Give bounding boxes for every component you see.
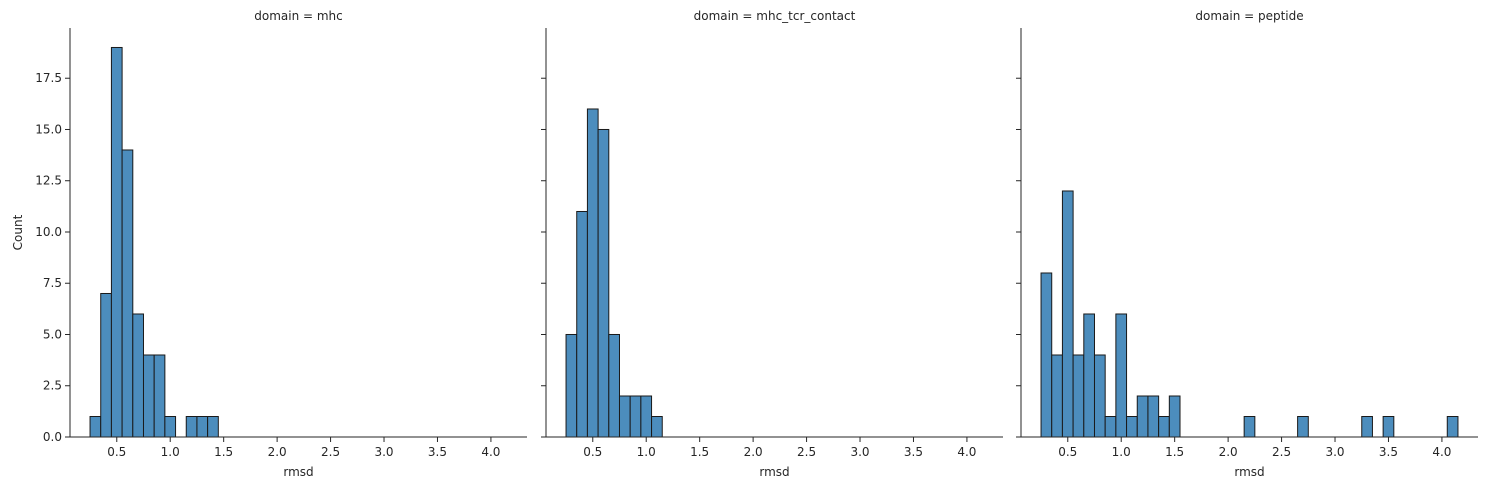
histogram-bar (110, 46, 123, 438)
histogram-bar (1158, 416, 1170, 438)
histogram-bar (121, 149, 134, 438)
histogram-bar (586, 108, 599, 438)
histogram-bar (153, 354, 166, 438)
histogram-bar (1115, 313, 1128, 438)
facet-panel-1: 0.5 1.0 1.5 2.0 2.5 3.0 3.5 4.0 0.0 2.5 5.0 7.5 10.0… (35, 9, 527, 479)
histogram-bar (608, 333, 620, 438)
x-tick-label: 3.5 (428, 445, 447, 459)
histogram-bar (1093, 354, 1106, 438)
histogram-bar (565, 333, 578, 438)
x-axis-label: rmsd (283, 465, 313, 479)
histogram-bar (629, 395, 642, 438)
histogram-bar (651, 416, 663, 438)
histogram-bar (185, 416, 198, 438)
x-tick-label: 3.0 (850, 445, 869, 459)
x-tick-label: 4.0 (957, 445, 976, 459)
x-tick-label: 2.0 (1219, 445, 1238, 459)
histogram-bar (1061, 190, 1074, 438)
histogram-bar (1361, 416, 1373, 438)
histogram-bar (100, 292, 112, 438)
histogram-bar (1147, 395, 1160, 438)
x-tick-label: 1.5 (214, 445, 233, 459)
histogram-bar (576, 210, 588, 438)
x-axis-label: rmsd (1234, 465, 1264, 479)
histogram-bar (1243, 416, 1256, 438)
y-tick-label: 7.5 (43, 276, 62, 290)
histogram-bar (1083, 313, 1095, 438)
facet-title: domain = mhc_tcr_contact (694, 9, 856, 23)
facet-title: domain = mhc (254, 9, 343, 23)
x-tick-label: 3.0 (1325, 445, 1344, 459)
histogram-bar (1297, 416, 1309, 438)
x-tick-label: 4.0 (481, 445, 500, 459)
histogram-bar (640, 395, 653, 438)
x-tick-label: 2.0 (744, 445, 763, 459)
x-tick-label: 2.5 (321, 445, 340, 459)
facet-panel-2: 0.5 1.0 1.5 2.0 2.5 3.0 3.5 4.0 domain = mhc_tcr… (541, 9, 1003, 479)
x-tick-label: 2.0 (268, 445, 287, 459)
histogram-bar (196, 416, 209, 438)
facet-panel-3: 0.5 1.0 1.5 2.0 2.5 3.0 3.5 4.0 domain = peptide… (1016, 9, 1478, 479)
x-tick-label: 3.5 (904, 445, 923, 459)
histogram-bar (1104, 416, 1117, 438)
histogram-bar (1136, 395, 1149, 438)
x-tick-label: 0.5 (1058, 445, 1077, 459)
y-tick-label: 15.0 (35, 122, 62, 136)
x-axis-label: rmsd (759, 465, 789, 479)
histogram-bar (1126, 416, 1138, 438)
y-tick-label: 2.5 (43, 379, 62, 393)
histogram-bar (618, 395, 631, 438)
x-tick-label: 1.5 (690, 445, 709, 459)
facet-title: domain = peptide (1195, 9, 1303, 23)
histogram-bar (1382, 416, 1395, 438)
histogram-bar (597, 128, 610, 438)
x-tick-label: 3.0 (374, 445, 393, 459)
histogram-bar (207, 416, 219, 438)
y-tick-label: 17.5 (35, 71, 62, 85)
y-axis-label: Count (11, 214, 25, 250)
x-tick-label: 3.5 (1379, 445, 1398, 459)
x-tick-label: 1.0 (1112, 445, 1131, 459)
y-tick-label: 12.5 (35, 174, 62, 188)
histogram-bar (89, 416, 102, 438)
x-tick-label: 1.5 (1165, 445, 1184, 459)
histogram-bar (1446, 416, 1459, 438)
histogram-bar (1072, 354, 1085, 438)
y-tick-label: 0.0 (43, 430, 62, 444)
x-tick-label: 4.0 (1432, 445, 1451, 459)
y-tick-label: 5.0 (43, 327, 62, 341)
histogram-bar (132, 313, 144, 438)
histogram-bar (1051, 354, 1063, 438)
x-tick-label: 1.0 (161, 445, 180, 459)
y-tick-label: 10.0 (35, 225, 62, 239)
histogram-bar (1168, 395, 1181, 438)
histogram-bar (1040, 272, 1053, 438)
histogram-bar (142, 354, 155, 438)
x-tick-label: 2.5 (797, 445, 816, 459)
histogram-bar (164, 416, 177, 438)
x-tick-label: 0.5 (107, 445, 126, 459)
x-tick-label: 0.5 (583, 445, 602, 459)
x-tick-label: 2.5 (1272, 445, 1291, 459)
x-tick-label: 1.0 (637, 445, 656, 459)
